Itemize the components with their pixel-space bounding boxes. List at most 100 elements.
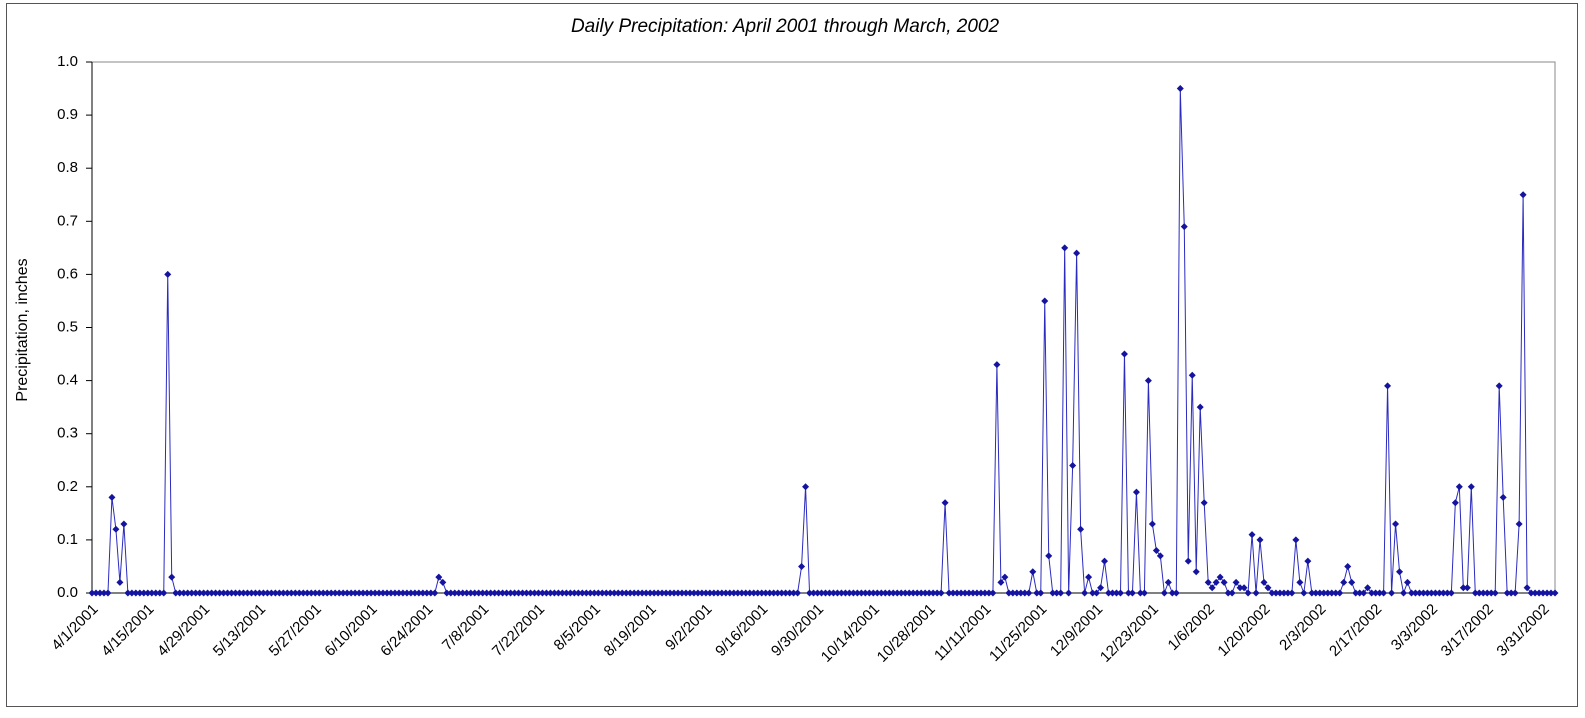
data-point [534, 589, 542, 597]
data-point [702, 589, 710, 597]
data-point [937, 589, 945, 597]
data-point [1352, 589, 1360, 597]
data-point [228, 589, 236, 597]
data-point [642, 589, 650, 597]
data-point [881, 589, 889, 597]
data-point [1021, 589, 1029, 597]
data-point [1372, 589, 1380, 597]
data-point [806, 589, 814, 597]
data-point [901, 589, 909, 597]
data-point [1427, 589, 1435, 597]
data-point [1467, 483, 1475, 491]
data-point [1547, 589, 1555, 597]
data-point [893, 589, 901, 597]
data-point [1116, 589, 1124, 597]
data-point [96, 589, 104, 597]
data-point [1296, 578, 1304, 586]
data-point [447, 589, 455, 597]
data-point [1356, 589, 1364, 597]
data-point [941, 499, 949, 507]
data-point [152, 589, 160, 597]
data-point [957, 589, 965, 597]
data-point [925, 589, 933, 597]
data-point [861, 589, 869, 597]
data-point [1507, 589, 1515, 597]
data-point [929, 589, 937, 597]
data-point [108, 493, 116, 501]
data-point [634, 589, 642, 597]
data-point [690, 589, 698, 597]
data-point [1005, 589, 1013, 597]
data-point [1280, 589, 1288, 597]
data-point [112, 525, 120, 533]
data-point [1172, 589, 1180, 597]
data-point [530, 589, 538, 597]
chart-border [6, 3, 1578, 707]
data-point [1228, 589, 1236, 597]
data-point [550, 589, 558, 597]
data-point [1411, 589, 1419, 597]
data-point [997, 578, 1005, 586]
data-point [1471, 589, 1479, 597]
data-point [1057, 589, 1065, 597]
data-point [471, 589, 479, 597]
data-point [1551, 589, 1559, 597]
data-point [1515, 520, 1523, 528]
data-point [754, 589, 762, 597]
data-point [1384, 382, 1392, 390]
data-point [1451, 499, 1459, 507]
data-point [662, 589, 670, 597]
data-point [825, 589, 833, 597]
data-point [192, 589, 200, 597]
data-point [889, 589, 897, 597]
data-point [802, 483, 810, 491]
data-point [1184, 557, 1192, 565]
data-point [331, 589, 339, 597]
data-point [1491, 589, 1499, 597]
data-point [1332, 589, 1340, 597]
data-point [1483, 589, 1491, 597]
data-point [897, 589, 905, 597]
data-point [921, 589, 929, 597]
data-point [303, 589, 311, 597]
data-point [1272, 589, 1280, 597]
data-point [1017, 589, 1025, 597]
data-point [1276, 589, 1284, 597]
data-point [204, 589, 212, 597]
data-point [1089, 589, 1097, 597]
data-point [351, 589, 359, 597]
data-point [694, 589, 702, 597]
data-point [275, 589, 283, 597]
data-point [1368, 589, 1376, 597]
data-point [786, 589, 794, 597]
data-point [391, 589, 399, 597]
data-point [853, 589, 861, 597]
data-point [1248, 531, 1256, 539]
data-point [271, 589, 279, 597]
data-point [124, 589, 132, 597]
data-point [407, 589, 415, 597]
data-point [483, 589, 491, 597]
data-point [1304, 557, 1312, 565]
data-point [259, 589, 267, 597]
data-point [1328, 589, 1336, 597]
data-point [239, 589, 247, 597]
data-point [423, 589, 431, 597]
data-point [347, 589, 355, 597]
data-point [742, 589, 750, 597]
data-point [794, 589, 802, 597]
data-point [1292, 536, 1300, 544]
data-point [188, 589, 196, 597]
data-point [208, 589, 216, 597]
data-point [678, 589, 686, 597]
data-point [989, 589, 997, 597]
data-point [160, 589, 168, 597]
data-point [1192, 568, 1200, 576]
data-point [610, 589, 618, 597]
data-point [618, 589, 626, 597]
data-point [917, 589, 925, 597]
data-point [387, 589, 395, 597]
data-point [459, 589, 467, 597]
data-point [1264, 584, 1272, 592]
